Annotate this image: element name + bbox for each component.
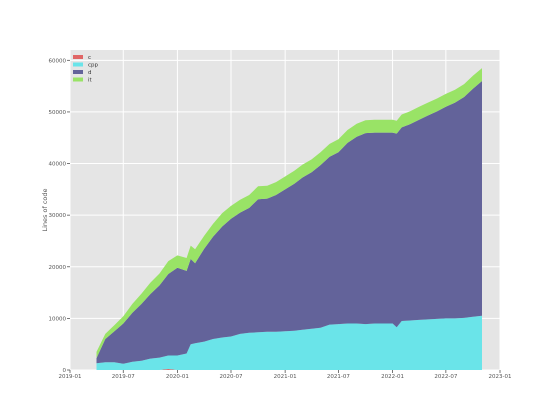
y-tick-label: 50000 <box>49 110 67 116</box>
x-tick-label: 2021-07 <box>327 374 350 380</box>
area-it <box>96 68 482 359</box>
x-tick-label: 2021-01 <box>274 374 297 380</box>
y-tick-label: 40000 <box>49 162 67 168</box>
legend-label-cpp: cpp <box>88 63 99 69</box>
area-cpp <box>96 315 482 370</box>
y-axis-label: Lines of code <box>41 188 49 231</box>
y-tick-label: 60000 <box>49 58 67 64</box>
x-tick-label: 2019-01 <box>59 374 82 380</box>
y-tick-label: 20000 <box>49 265 67 271</box>
x-tick-label: 2019-07 <box>112 374 135 380</box>
y-tick-label: 0 <box>63 368 67 374</box>
y-tick-label: 10000 <box>49 316 67 322</box>
x-tick-label: 2023-01 <box>489 374 512 380</box>
area-d <box>96 81 482 364</box>
legend-label-c: c <box>88 55 91 61</box>
axes: 2019-01 2019-07 2020-01 2020-07 2021-01 2021-… <box>41 58 511 380</box>
area-series <box>96 68 482 370</box>
legend-label-d: d <box>88 70 92 76</box>
x-tick-label: 2020-01 <box>166 374 189 380</box>
x-tick-label: 2020-07 <box>220 374 243 380</box>
legend-swatch-c <box>73 55 83 59</box>
x-tick-label: 2022-07 <box>434 374 457 380</box>
legend-swatch-d <box>73 70 83 74</box>
legend-swatch-it <box>73 77 83 82</box>
legend-label-it: it <box>88 78 93 84</box>
x-tick-label: 2022-01 <box>381 374 404 380</box>
legend-swatch-cpp <box>73 62 83 67</box>
y-tick-label: 30000 <box>49 213 67 219</box>
